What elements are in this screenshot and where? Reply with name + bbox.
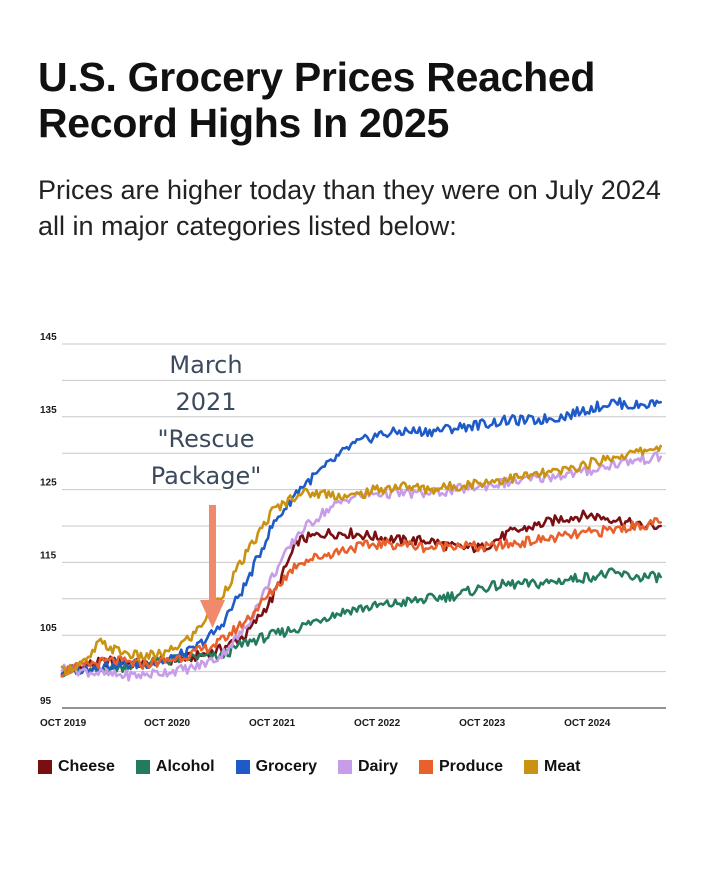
annotation-line: March <box>169 351 242 379</box>
x-tick-label: OCT 2020 <box>144 718 191 729</box>
legend-item-cheese: Cheese <box>38 758 115 776</box>
x-tick-label: OCT 2023 <box>459 718 506 729</box>
series-line-dairy <box>60 451 662 682</box>
annotation-line: "Rescue <box>157 425 254 453</box>
annotation-arrow-shaft <box>209 505 216 603</box>
y-tick-label: 125 <box>40 478 57 489</box>
x-tick-label: OCT 2022 <box>354 718 401 729</box>
series-line-grocery <box>60 397 662 676</box>
legend-label: Meat <box>544 758 581 775</box>
series-lines <box>60 397 662 682</box>
y-tick-label: 95 <box>40 696 52 707</box>
legend-label: Alcohol <box>155 758 215 775</box>
legend-item-alcohol: Alcohol <box>135 758 215 776</box>
y-tick-label: 115 <box>40 550 57 561</box>
grid-lines <box>62 343 666 709</box>
series-line-produce <box>60 517 662 678</box>
legend-swatch <box>135 760 150 774</box>
x-tick-label: OCT 2021 <box>249 718 296 729</box>
legend-item-grocery: Grocery <box>235 758 317 776</box>
y-tick-label: 105 <box>40 623 57 634</box>
y-axis-labels: 145 135 125 115 105 95 <box>40 332 57 707</box>
legend-label: Dairy <box>357 758 398 775</box>
legend-item-dairy: Dairy <box>337 758 398 776</box>
legend-swatch <box>419 760 433 774</box>
legend-label: Produce <box>439 758 504 775</box>
legend-swatch <box>235 760 250 774</box>
legend-swatch <box>337 760 352 774</box>
annotation-arrow-head <box>200 600 225 628</box>
annotation: March 2021 "Rescue Package" <box>149 349 263 628</box>
page-title: U.S. Grocery Prices Reached Record Highs… <box>38 54 596 146</box>
x-axis-labels: OCT 2019 OCT 2020 OCT 2021 OCT 2022 OCT 2023… <box>40 718 611 729</box>
y-tick-label: 135 <box>40 405 57 416</box>
page-subtitle: Prices are higher today than they were o… <box>38 175 661 241</box>
legend-swatch <box>38 760 52 774</box>
x-tick-label: OCT 2019 <box>40 718 87 729</box>
legend-label: Grocery <box>255 758 317 775</box>
legend: Cheese Alcohol Grocery Dairy Produce Meat <box>38 758 678 776</box>
annotation-line: 2021 <box>175 388 236 416</box>
x-tick-label: OCT 2024 <box>564 718 611 729</box>
y-tick-label: 145 <box>40 332 57 343</box>
series-line-meat <box>60 444 662 676</box>
legend-item-meat: Meat <box>524 758 580 776</box>
annotation-line: Package" <box>151 462 262 490</box>
legend-item-produce: Produce <box>419 758 503 776</box>
legend-swatch <box>524 760 539 774</box>
legend-label: Cheese <box>58 758 115 775</box>
